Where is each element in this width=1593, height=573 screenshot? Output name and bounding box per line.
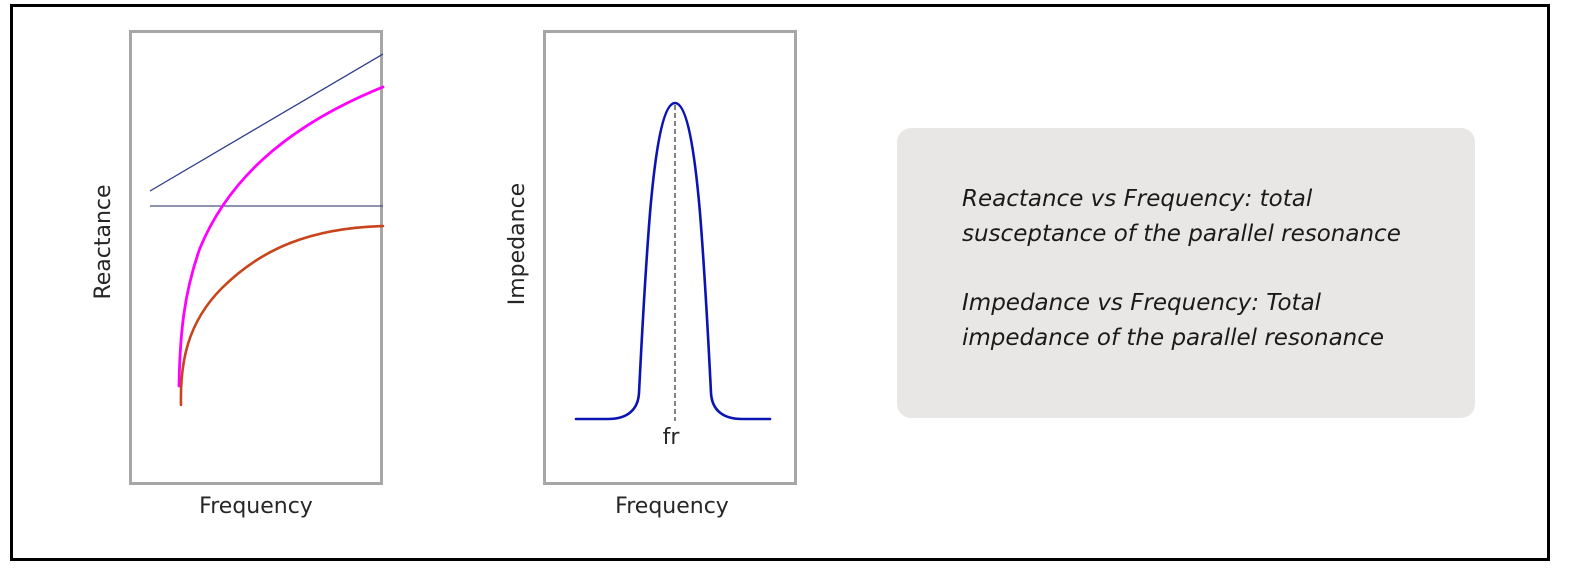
- reactance-description: Reactance vs Frequency: total susceptanc…: [962, 182, 1401, 252]
- impedance-plot: [543, 30, 797, 485]
- inductive-reactance-line: [149, 53, 384, 192]
- impedance-description-line-1: Impedance vs Frequency: Total: [962, 290, 1322, 316]
- reactance-description-line-1: Reactance vs Frequency: total: [962, 186, 1313, 212]
- explanation-box: Reactance vs Frequency: total susceptanc…: [897, 128, 1475, 418]
- magenta-reactance-curve: [177, 85, 385, 388]
- impedance-curve: [574, 101, 772, 421]
- orange-reactance-curve: [179, 224, 385, 407]
- reactance-axis-label: Reactance: [91, 184, 116, 300]
- impedance-description: Impedance vs Frequency: Total impedance …: [962, 286, 1384, 356]
- impedance-chart-svg: [574, 101, 772, 421]
- resonance-frequency-label: fr: [662, 425, 680, 450]
- impedance-description-line-2: impedance of the parallel resonance: [962, 325, 1385, 351]
- reactance-x-axis-label: Frequency: [199, 494, 313, 519]
- impedance-x-axis-label: Frequency: [615, 494, 729, 519]
- impedance-axis-label: Impedance: [505, 182, 530, 306]
- reactance-chart-svg: [149, 53, 385, 407]
- reactance-plot: [129, 30, 385, 485]
- reactance-description-line-2: susceptance of the parallel resonance: [962, 221, 1401, 247]
